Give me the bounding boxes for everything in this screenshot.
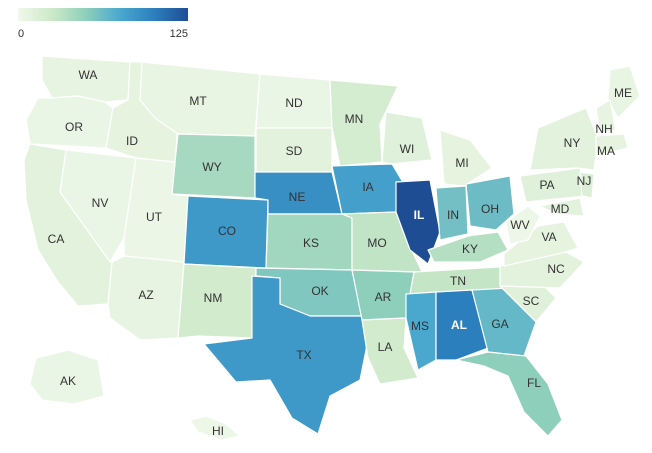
state-wv[interactable] xyxy=(505,205,541,245)
state-ak[interactable] xyxy=(29,349,105,405)
state-ma[interactable] xyxy=(595,133,629,157)
state-tx[interactable] xyxy=(203,275,369,435)
state-in[interactable] xyxy=(435,185,469,241)
state-az[interactable] xyxy=(107,255,185,341)
state-oh[interactable] xyxy=(465,175,515,231)
state-wa[interactable] xyxy=(41,55,131,103)
legend-gradient-bar xyxy=(18,8,188,21)
state-ms[interactable] xyxy=(405,291,437,371)
state-pa[interactable] xyxy=(519,167,587,203)
legend-min-label: 0 xyxy=(18,28,25,40)
state-mi[interactable] xyxy=(439,129,493,187)
state-fl[interactable] xyxy=(455,351,563,437)
state-ia[interactable] xyxy=(331,163,405,215)
state-nv[interactable] xyxy=(59,149,137,263)
color-legend: 0 125 xyxy=(18,8,188,40)
state-hi[interactable] xyxy=(189,415,241,441)
state-nj[interactable] xyxy=(579,171,595,199)
state-wy[interactable] xyxy=(171,133,256,199)
state-nd[interactable] xyxy=(255,73,333,129)
state-ny[interactable] xyxy=(529,107,599,171)
legend-max-label: 125 xyxy=(169,28,188,40)
state-al[interactable] xyxy=(435,289,489,361)
state-sd[interactable] xyxy=(255,127,333,173)
state-me[interactable] xyxy=(607,65,641,119)
state-il[interactable] xyxy=(395,179,441,265)
state-co[interactable] xyxy=(183,195,269,269)
state-va[interactable] xyxy=(503,221,579,267)
state-ne[interactable] xyxy=(254,171,343,215)
state-nm[interactable] xyxy=(177,263,257,339)
state-ar[interactable] xyxy=(351,269,415,321)
state-wi[interactable] xyxy=(381,111,433,165)
state-md[interactable] xyxy=(539,197,585,217)
state-ks[interactable] xyxy=(265,213,353,271)
state-nh[interactable] xyxy=(595,99,617,135)
state-or[interactable] xyxy=(25,95,114,149)
